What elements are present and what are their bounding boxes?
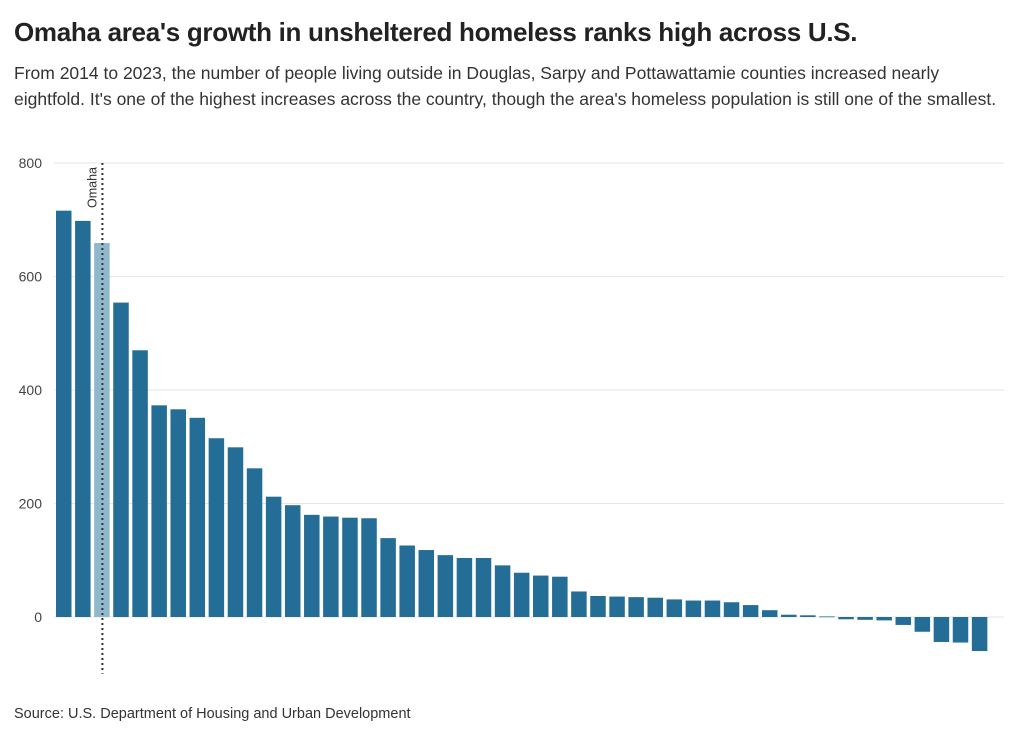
bar bbox=[399, 545, 415, 617]
bar bbox=[723, 602, 740, 617]
bar bbox=[876, 617, 892, 621]
bar bbox=[151, 405, 167, 617]
bar bbox=[437, 555, 454, 617]
bar bbox=[304, 514, 320, 617]
bar bbox=[418, 550, 435, 617]
bar bbox=[56, 210, 72, 618]
bar bbox=[838, 617, 854, 620]
bar bbox=[571, 591, 587, 617]
bar bbox=[761, 610, 778, 617]
bar bbox=[323, 516, 339, 617]
bar bbox=[513, 572, 530, 617]
bar bbox=[342, 517, 358, 617]
bar bbox=[132, 350, 148, 617]
bar bbox=[628, 597, 644, 617]
bar bbox=[75, 220, 91, 617]
y-tick-label: 600 bbox=[19, 269, 43, 285]
bar bbox=[361, 518, 377, 617]
bar bbox=[895, 617, 912, 625]
bar bbox=[742, 605, 759, 617]
bar bbox=[475, 557, 492, 617]
y-tick-label: 800 bbox=[19, 155, 43, 171]
annotation-label: Omaha bbox=[85, 167, 99, 208]
bar bbox=[590, 596, 606, 617]
bar bbox=[609, 596, 625, 617]
bar bbox=[113, 302, 129, 617]
bar bbox=[227, 447, 244, 617]
bar bbox=[666, 599, 683, 617]
bars bbox=[56, 210, 988, 652]
bar bbox=[952, 617, 969, 643]
bar bbox=[380, 538, 396, 617]
bar bbox=[456, 557, 473, 617]
y-tick-label: 0 bbox=[34, 609, 42, 625]
y-tick-label: 200 bbox=[19, 496, 43, 512]
chart-title: Omaha area's growth in unsheltered homel… bbox=[14, 17, 858, 47]
bar-omaha bbox=[94, 243, 110, 617]
bar bbox=[265, 496, 282, 617]
y-axis-labels: 0 200 400 600 800 bbox=[19, 155, 43, 625]
bar bbox=[914, 617, 931, 632]
source-note: Source: U.S. Department of Housing and U… bbox=[14, 706, 411, 722]
bar bbox=[704, 600, 721, 617]
bar bbox=[246, 468, 263, 617]
bar bbox=[552, 576, 568, 617]
bar bbox=[494, 565, 511, 617]
bar bbox=[781, 614, 797, 617]
bar-chart: 0 200 400 600 800 Omaha bbox=[19, 155, 1004, 674]
bar bbox=[647, 597, 663, 617]
bar bbox=[284, 505, 301, 617]
y-tick-label: 400 bbox=[19, 382, 43, 398]
bar bbox=[857, 617, 873, 620]
bar bbox=[971, 617, 988, 652]
bar bbox=[189, 417, 206, 617]
bar bbox=[819, 616, 835, 618]
chart-subtitle: From 2014 to 2023, the number of people … bbox=[14, 63, 997, 109]
bar bbox=[208, 438, 225, 617]
bar bbox=[685, 600, 702, 617]
annotation: Omaha bbox=[85, 163, 104, 674]
bar bbox=[933, 617, 950, 642]
bar bbox=[800, 615, 816, 617]
bar bbox=[533, 575, 549, 617]
bar bbox=[170, 409, 186, 617]
